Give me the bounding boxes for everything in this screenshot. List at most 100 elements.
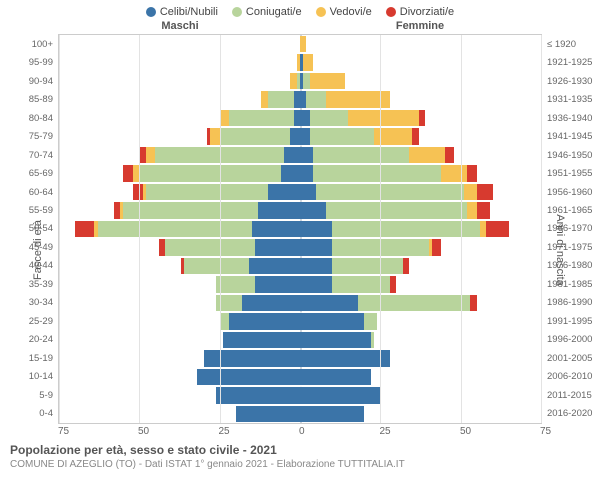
legend-label: Divorziati/e — [400, 6, 454, 18]
seg-celibi — [300, 147, 313, 163]
age-label: 30-34 — [29, 297, 53, 308]
header-male: Maschi — [60, 20, 300, 32]
seg-coniugati — [165, 239, 255, 255]
seg-coniugati — [316, 184, 464, 200]
bar-left — [204, 350, 300, 366]
pyramid-row: 60-641956-1960 — [59, 183, 541, 201]
pyramid-row: 35-391981-1985 — [59, 275, 541, 293]
female-half — [300, 201, 541, 219]
year-label: 1981-1985 — [547, 279, 592, 290]
female-half — [300, 275, 541, 293]
year-label: 1951-1955 — [547, 168, 592, 179]
seg-coniugati — [326, 202, 467, 218]
male-half — [59, 53, 300, 71]
bar-right — [300, 184, 493, 200]
seg-divorziati — [467, 165, 477, 181]
seg-coniugati — [216, 276, 255, 292]
male-half — [59, 220, 300, 238]
bar-left — [181, 258, 300, 274]
female-half — [300, 146, 541, 164]
year-label: 1956-1960 — [547, 187, 592, 198]
female-half — [300, 405, 541, 423]
seg-coniugati — [313, 147, 409, 163]
seg-celibi — [300, 128, 310, 144]
seg-vedovi — [220, 110, 230, 126]
bar-left — [216, 295, 300, 311]
seg-coniugati — [220, 128, 291, 144]
header-female: Femmine — [300, 20, 540, 32]
bar-right — [300, 276, 396, 292]
bar-right — [300, 295, 477, 311]
legend-label: Vedovi/e — [330, 6, 372, 18]
age-label: 10-14 — [29, 371, 53, 382]
male-half — [59, 294, 300, 312]
age-label: 100+ — [32, 39, 53, 50]
bar-right — [300, 406, 364, 422]
legend-item-celibi: Celibi/Nubili — [146, 6, 218, 18]
x-tick: 75 — [58, 426, 59, 437]
seg-celibi — [300, 369, 371, 385]
male-half — [59, 275, 300, 293]
year-label: 1921-1925 — [547, 57, 592, 68]
female-half — [300, 238, 541, 256]
male-half — [59, 405, 300, 423]
legend-item-divorziati: Divorziati/e — [386, 6, 454, 18]
seg-celibi — [300, 332, 371, 348]
legend-label: Celibi/Nubili — [160, 6, 218, 18]
age-label: 70-74 — [29, 150, 53, 161]
age-label: 75-79 — [29, 131, 53, 142]
year-label: 1966-1970 — [547, 223, 592, 234]
x-tick: 25 — [380, 426, 381, 437]
male-half — [59, 146, 300, 164]
seg-celibi — [242, 295, 300, 311]
seg-celibi — [300, 350, 390, 366]
bar-left — [236, 406, 300, 422]
female-half — [300, 53, 541, 71]
legend-dot-divorziati-icon — [386, 7, 396, 17]
bar-right — [300, 165, 477, 181]
male-half — [59, 109, 300, 127]
seg-divorziati — [123, 165, 133, 181]
seg-celibi — [281, 165, 300, 181]
year-label: 1926-1930 — [547, 76, 592, 87]
x-tick: 0 — [299, 426, 300, 437]
female-half — [300, 294, 541, 312]
age-label: 55-59 — [29, 205, 53, 216]
pyramid-row: 50-541966-1970 — [59, 220, 541, 238]
plot-area: 100+≤ 192095-991921-192590-941926-193085… — [58, 34, 542, 424]
seg-coniugati — [268, 91, 294, 107]
bar-left — [75, 221, 300, 237]
male-half — [59, 238, 300, 256]
seg-celibi — [300, 202, 326, 218]
year-label: 1991-1995 — [547, 316, 592, 327]
bar-right — [300, 387, 380, 403]
seg-celibi — [300, 387, 380, 403]
seg-vedovi — [348, 110, 419, 126]
bar-left — [114, 202, 300, 218]
bar-left — [261, 91, 300, 107]
legend-label: Coniugati/e — [246, 6, 302, 18]
female-half — [300, 35, 541, 53]
seg-vedovi — [409, 147, 444, 163]
year-label: 1936-1940 — [547, 113, 592, 124]
bar-left — [220, 110, 300, 126]
age-label: 25-29 — [29, 316, 53, 327]
seg-vedovi — [310, 73, 345, 89]
seg-celibi — [216, 387, 300, 403]
seg-coniugati — [313, 165, 442, 181]
seg-divorziati — [477, 184, 493, 200]
seg-divorziati — [477, 202, 490, 218]
seg-celibi — [300, 406, 364, 422]
chart-subtitle: COMUNE DI AZEGLIO (TO) - Dati ISTAT 1° g… — [10, 459, 590, 470]
female-half — [300, 183, 541, 201]
chart-title: Popolazione per età, sesso e stato civil… — [10, 443, 590, 457]
pyramid-row: 65-691951-1955 — [59, 164, 541, 182]
male-half — [59, 386, 300, 404]
bar-left — [290, 73, 300, 89]
seg-celibi — [284, 147, 300, 163]
seg-divorziati — [133, 184, 143, 200]
bar-left — [123, 165, 300, 181]
seg-divorziati — [419, 110, 425, 126]
seg-celibi — [249, 258, 300, 274]
age-label: 65-69 — [29, 168, 53, 179]
